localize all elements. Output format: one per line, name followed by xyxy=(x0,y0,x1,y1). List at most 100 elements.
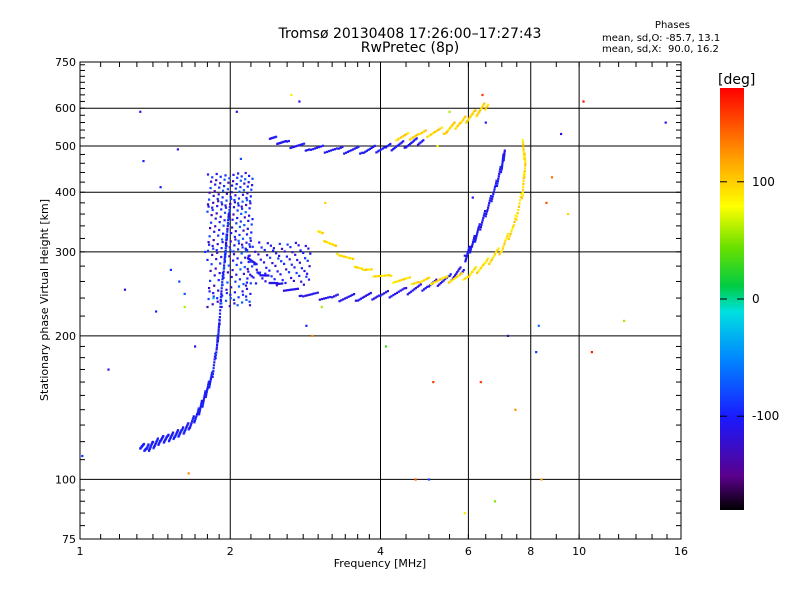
spread-f-point xyxy=(237,296,240,299)
trace-point xyxy=(224,255,227,258)
trace-point xyxy=(521,191,524,194)
spread-f-point xyxy=(249,239,252,242)
trace-point xyxy=(312,292,315,295)
trace-point xyxy=(331,243,335,246)
trace-point xyxy=(464,258,467,261)
spread-f-point xyxy=(239,179,242,182)
trace-point xyxy=(392,148,395,151)
trace-point xyxy=(435,280,438,283)
trace-point xyxy=(373,297,376,300)
spread-f-point xyxy=(206,203,210,206)
trace-point xyxy=(306,149,309,152)
trace-point xyxy=(209,379,212,382)
trace-point xyxy=(455,126,458,129)
trace-point xyxy=(435,129,438,133)
trace-point xyxy=(268,281,271,285)
trace-point xyxy=(156,438,159,441)
x-tick-label: 10 xyxy=(572,545,586,558)
trace-point xyxy=(194,418,197,421)
trace-point xyxy=(252,260,255,264)
spread-f-point xyxy=(241,237,245,240)
trace-point xyxy=(479,108,482,111)
spread-f-point xyxy=(221,283,224,286)
trace-point xyxy=(473,267,476,270)
trace-point xyxy=(320,298,323,301)
trace-point xyxy=(335,147,338,150)
trace-point xyxy=(181,427,184,430)
scatter-point xyxy=(582,100,585,103)
scatter-point xyxy=(463,512,466,515)
trace-point xyxy=(207,384,210,387)
scatter-point xyxy=(178,280,181,283)
spread-f-point xyxy=(248,174,251,177)
trace-point xyxy=(418,284,421,287)
trace-point xyxy=(281,282,284,285)
spread-f-point xyxy=(276,270,279,273)
trace-point xyxy=(226,233,229,236)
spread-f-point xyxy=(224,174,227,177)
spread-f-point xyxy=(211,244,214,248)
trace-point xyxy=(182,426,185,429)
spread-f-point xyxy=(249,292,252,295)
scatter-point xyxy=(493,500,497,503)
spread-f-point xyxy=(233,235,236,238)
spread-f-point xyxy=(229,240,232,243)
spread-f-point xyxy=(215,258,218,261)
trace-point xyxy=(412,136,415,139)
trace-point xyxy=(386,274,389,277)
trace-point xyxy=(327,296,330,299)
trace-point xyxy=(503,155,506,158)
spread-f-point xyxy=(217,193,220,196)
trace-point xyxy=(355,146,358,149)
trace-point xyxy=(402,140,405,143)
trace-point xyxy=(362,268,365,271)
trace-point xyxy=(339,146,342,149)
trace-point xyxy=(406,293,409,296)
spread-f-point xyxy=(237,172,240,175)
trace-point xyxy=(505,237,508,240)
spread-f-point xyxy=(247,255,250,258)
trace-point xyxy=(411,289,414,292)
trace-point xyxy=(218,316,221,319)
spread-f-point xyxy=(234,238,237,241)
trace-point xyxy=(481,219,484,222)
spread-f-point xyxy=(248,245,252,248)
trace-point xyxy=(322,297,326,300)
trace-point xyxy=(389,142,392,146)
spread-f-point xyxy=(239,268,242,271)
spread-f-point xyxy=(289,246,292,249)
spread-f-point xyxy=(209,269,212,272)
trace-point xyxy=(292,145,296,148)
trace-point xyxy=(403,287,406,290)
trace-point xyxy=(208,384,211,387)
x-tick-label: 6 xyxy=(465,545,472,558)
trace-point xyxy=(156,437,159,440)
spread-f-point xyxy=(211,208,214,212)
trace-point xyxy=(419,283,422,286)
trace-point xyxy=(327,241,330,244)
trace-point xyxy=(189,424,192,428)
spread-f-point xyxy=(235,222,238,225)
scatter-point xyxy=(560,132,563,136)
trace-point xyxy=(216,341,219,344)
trace-point xyxy=(503,153,506,156)
spread-f-point xyxy=(237,248,240,251)
trace-point xyxy=(495,182,498,185)
trace-point xyxy=(463,254,466,257)
trace-point xyxy=(293,288,296,291)
trace-point xyxy=(151,440,155,443)
trace-point xyxy=(304,294,307,297)
trace-point xyxy=(313,147,316,150)
trace-point xyxy=(376,275,379,278)
trace-point xyxy=(502,245,505,248)
trace-point xyxy=(438,283,441,286)
trace-point xyxy=(523,176,526,179)
trace-point xyxy=(201,404,204,407)
trace-point xyxy=(504,240,507,243)
trace-point xyxy=(487,103,490,106)
trace-point xyxy=(158,441,161,444)
spread-f-point xyxy=(220,208,223,211)
trace-point xyxy=(477,226,480,229)
trace-point xyxy=(223,261,226,264)
trace-point xyxy=(420,280,423,283)
